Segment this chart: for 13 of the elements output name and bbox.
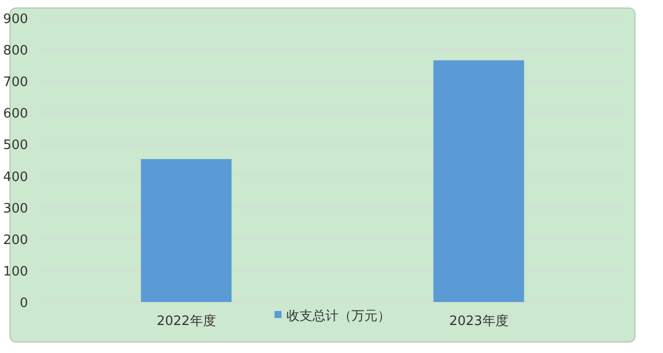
y-tick-label: 0 bbox=[20, 296, 28, 311]
y-tick-label: 300 bbox=[3, 201, 28, 216]
y-tick-label: 600 bbox=[3, 106, 28, 122]
x-tick-label: 2023年度 bbox=[449, 313, 508, 329]
y-tick-label: 200 bbox=[3, 232, 28, 248]
y-tick-label: 900 bbox=[3, 12, 28, 27]
legend-label: 收支总计（万元） bbox=[286, 309, 390, 324]
x-tick-label: 2022年度 bbox=[156, 313, 216, 329]
y-tick-label: 700 bbox=[3, 75, 28, 90]
y-tick-label: 500 bbox=[3, 138, 28, 154]
y-tick-label: 100 bbox=[3, 264, 28, 280]
y-tick-label: 400 bbox=[3, 170, 28, 185]
y-tick-label: 800 bbox=[3, 44, 28, 59]
